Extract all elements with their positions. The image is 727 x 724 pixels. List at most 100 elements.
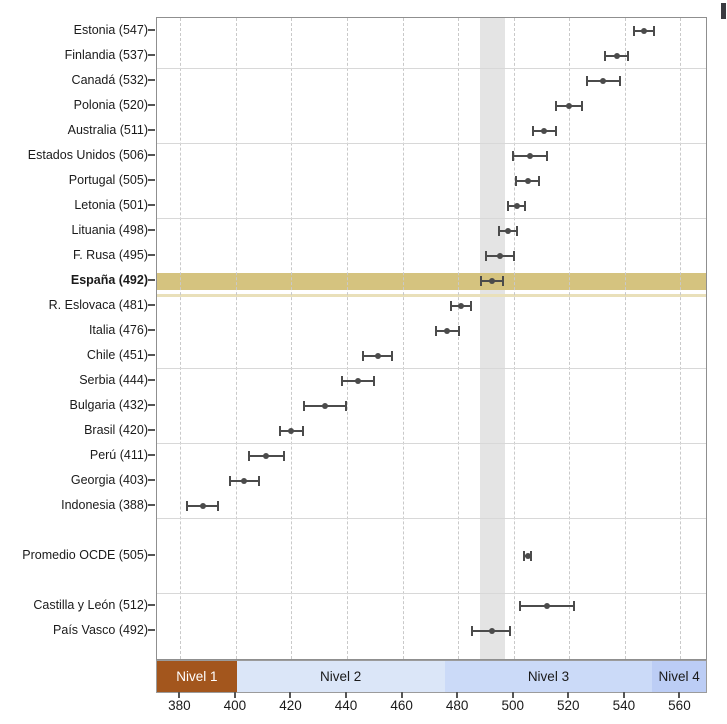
x-axis-tick-label: 400: [223, 698, 247, 713]
level-band-label: Nivel 1: [176, 669, 218, 684]
y-axis-tick: [148, 204, 155, 206]
row-label: Polonia (520): [73, 98, 148, 112]
data-point: [524, 553, 531, 559]
level-band-strip: Nivel 1 Nivel 2 Nivel 3 Nivel 4: [156, 660, 707, 693]
y-axis-tick: [148, 154, 155, 156]
reference-band: [480, 18, 506, 659]
x-axis-tick-label: 500: [501, 698, 524, 713]
x-axis-tick-label: 520: [557, 698, 580, 713]
v-gridline: [402, 18, 404, 659]
data-point: [505, 228, 512, 234]
x-axis-tick: [622, 692, 625, 698]
data-point: [613, 53, 620, 59]
v-gridline: [235, 18, 237, 659]
highlight-band: [157, 273, 706, 290]
row-label: Portugal (505): [68, 173, 148, 187]
row-label: Georgia (403): [70, 473, 148, 487]
y-axis-tick: [148, 404, 155, 406]
v-gridline: [624, 18, 626, 659]
y-axis-tick: [148, 504, 155, 506]
y-axis-tick: [148, 29, 155, 31]
data-point: [524, 178, 531, 184]
data-point: [288, 428, 295, 434]
y-axis-tick: [148, 454, 155, 456]
x-axis-tick-label: 440: [334, 698, 358, 713]
h-gridline: [157, 143, 706, 144]
h-gridline: [157, 593, 706, 594]
row-label: España (492): [70, 273, 148, 287]
row-label: Estonia (547): [73, 23, 148, 37]
level-band-label: Nivel 3: [527, 669, 570, 684]
level-band: Nivel 1: [157, 661, 237, 692]
row-label: Castilla y León (512): [33, 598, 148, 612]
scrollbar-thumb-fragment[interactable]: [721, 3, 726, 19]
y-axis-tick: [148, 379, 155, 381]
x-axis-tick: [289, 692, 292, 698]
row-label: Australia (511): [67, 123, 148, 137]
row-label: Canadá (532): [71, 73, 148, 87]
x-axis-tick: [233, 692, 236, 698]
y-axis-tick: [148, 279, 155, 281]
h-gridline: [157, 368, 706, 369]
y-axis-tick: [148, 129, 155, 131]
v-gridline: [291, 18, 293, 659]
v-gridline: [680, 18, 682, 659]
row-label: Letonia (501): [74, 198, 148, 212]
v-gridline: [347, 18, 349, 659]
data-point: [496, 253, 503, 259]
h-gridline: [157, 518, 706, 519]
row-label: País Vasco (492): [53, 623, 148, 637]
data-point: [513, 203, 520, 209]
data-point: [541, 128, 548, 134]
data-point: [374, 353, 381, 359]
v-gridline: [458, 18, 460, 659]
data-point: [241, 478, 248, 484]
data-point: [544, 603, 551, 609]
y-axis-tick: [148, 429, 155, 431]
h-gridline: [157, 443, 706, 444]
row-label: Lituania (498): [71, 223, 148, 237]
x-axis-tick-label: 380: [168, 698, 191, 713]
data-point: [566, 103, 573, 109]
y-axis-tick: [148, 54, 155, 56]
v-gridline: [513, 18, 515, 659]
row-label: Promedio OCDE (505): [22, 548, 148, 562]
y-axis-tick: [148, 604, 155, 606]
data-point: [599, 78, 606, 84]
x-axis-tick: [456, 692, 459, 698]
row-label: Bulgaria (432): [69, 398, 148, 412]
x-axis-tick: [400, 692, 403, 698]
row-label: Serbia (444): [79, 373, 148, 387]
v-gridline: [180, 18, 182, 659]
row-label: Finlandia (537): [64, 48, 148, 62]
y-axis-tick: [148, 229, 155, 231]
x-axis-tick: [567, 692, 570, 698]
x-axis-tick-label: 420: [279, 698, 302, 713]
row-label: Brasil (420): [84, 423, 148, 437]
data-point: [641, 28, 648, 34]
data-point: [457, 303, 464, 309]
y-axis-tick: [148, 554, 155, 556]
y-axis-tick: [148, 304, 155, 306]
y-axis-tick: [148, 254, 155, 256]
data-point: [444, 328, 451, 334]
y-axis-tick: [148, 179, 155, 181]
y-axis-tick: [148, 329, 155, 331]
x-axis-tick: [678, 692, 681, 698]
x-axis-tick: [178, 692, 181, 698]
y-axis-tick: [148, 354, 155, 356]
row-label: Indonesia (388): [61, 498, 148, 512]
highlight-underline: [157, 293, 706, 297]
data-point: [488, 278, 495, 284]
y-axis-labels: Estonia (547) Finlandia (537) Canadá (532)…: [0, 17, 148, 658]
data-point: [355, 378, 362, 384]
row-label: R. Eslovaca (481): [48, 298, 148, 312]
x-axis-tick-label: 480: [445, 698, 469, 713]
h-gridline: [157, 218, 706, 219]
row-label: Chile (451): [86, 348, 148, 362]
plot-area: [156, 17, 707, 660]
y-axis-tick: [148, 104, 155, 106]
level-band-label: Nivel 4: [658, 669, 700, 684]
data-point: [199, 503, 206, 509]
